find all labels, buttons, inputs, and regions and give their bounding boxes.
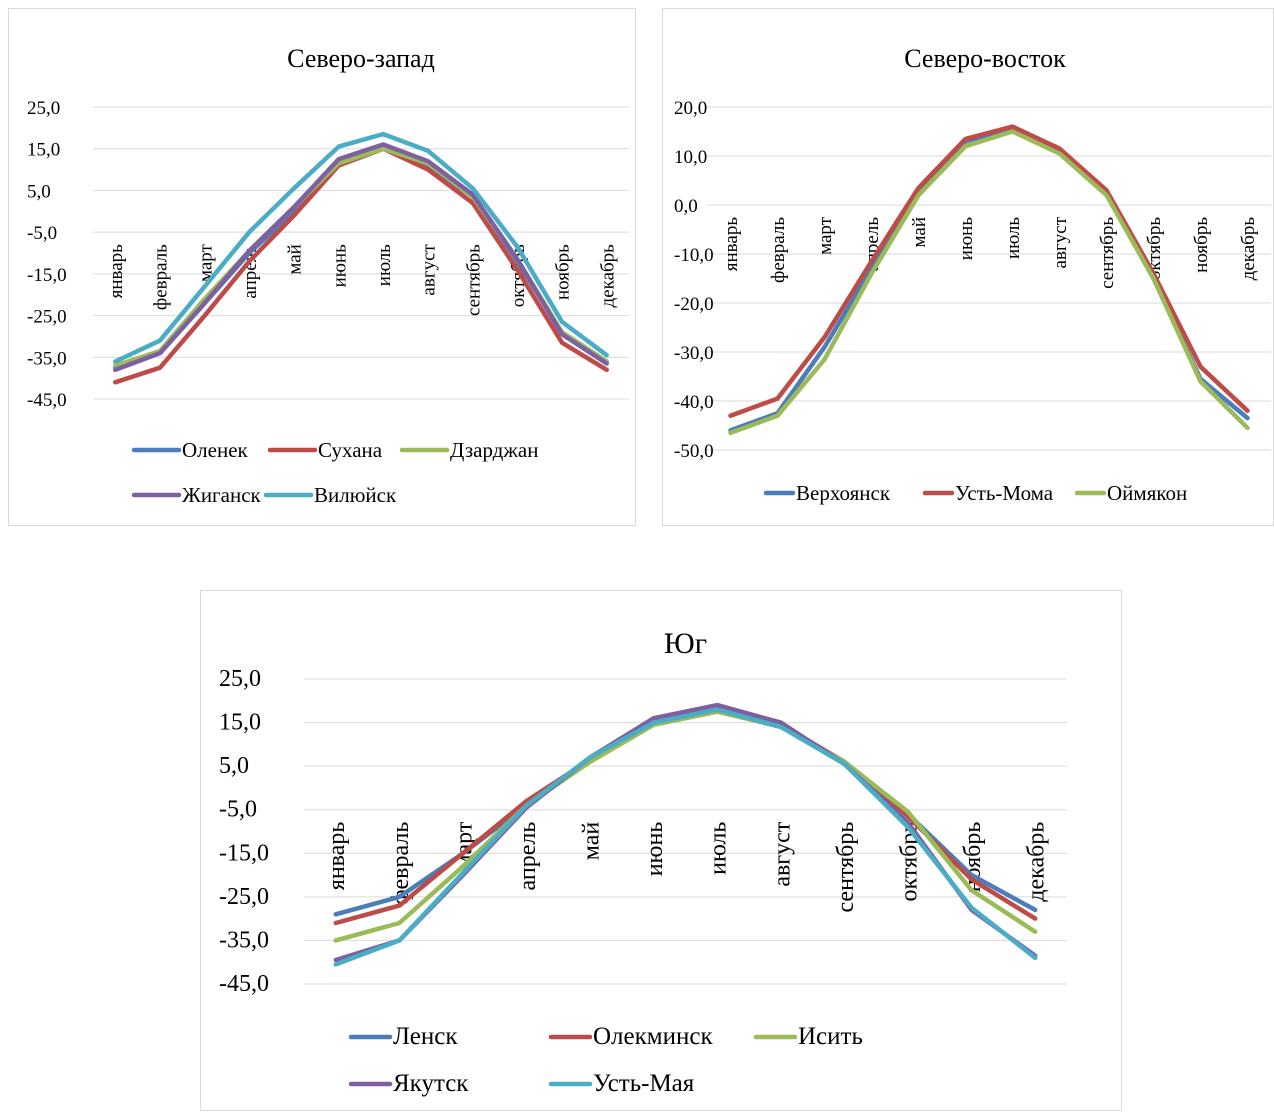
chart-svg: Северо-восток 20,0 10,0 0,0 -10,0 -20,0 -30,0 -… (674, 44, 1271, 505)
x-tick-label: май (285, 244, 306, 275)
x-tick-label: апрель (515, 822, 541, 891)
x-tick-label: ноябрь (553, 244, 574, 300)
y-tick-label: -35,0 (27, 348, 67, 369)
x-tick-label: февраль (768, 217, 789, 283)
x-tick-label: ноябрь (1191, 217, 1212, 273)
legend-label: Жиганск (182, 483, 262, 507)
series-line (333, 707, 1038, 926)
y-tick-label: 25,0 (27, 98, 60, 119)
x-tick-label: сентябрь (833, 822, 859, 913)
x-tick-label: декабрь (597, 244, 618, 308)
x-tick-label: август (769, 821, 795, 886)
y-tick-label: 0,0 (674, 196, 698, 217)
legend-label: Оймякон (1107, 481, 1187, 505)
y-tick-label: -15,0 (219, 840, 269, 866)
x-tick-label: июль (1003, 217, 1024, 259)
y-tick-label: 15,0 (27, 140, 60, 161)
y-tick-label: -25,0 (219, 884, 269, 910)
series-line (728, 129, 1250, 436)
legend-label: Усть-Мая (593, 1070, 695, 1097)
y-tick-label: 20,0 (674, 98, 707, 119)
y-tick-label: -30,0 (674, 343, 714, 364)
chart-svg: Северо-запад 25,0 15,0 5,0 -5,0 -15,0 -25,0 -35… (27, 44, 629, 507)
chart-title: Юг (664, 627, 707, 660)
x-tick-label: февраль (151, 244, 172, 310)
legend-label: Олекминск (593, 1023, 713, 1050)
legend-label: Верхоянск (796, 481, 891, 505)
x-tick-label: август (1050, 216, 1071, 268)
x-tick-label: декабрь (1238, 217, 1259, 281)
x-tick-label: июнь (642, 822, 668, 877)
x-tick-label: январь (106, 244, 127, 299)
y-tick-label: -5,0 (219, 797, 257, 823)
chart-south: Юг 25,0 15,0 5,0 -5,0 -15,0 -25,0 -35,0 -45,0 янв… (200, 590, 1122, 1111)
series-line (728, 126, 1250, 433)
y-tick-label: -40,0 (674, 392, 714, 413)
x-tick-label: март (815, 216, 836, 255)
legend-label: Усть-Мома (955, 481, 1054, 505)
x-tick-label: май (579, 822, 605, 861)
y-tick-label: -25,0 (27, 307, 67, 328)
x-tick-label: июль (374, 244, 395, 286)
legend-label: Оленек (182, 438, 249, 462)
y-tick-label: -45,0 (219, 971, 269, 997)
series-line (113, 131, 609, 364)
x-tick-label: июнь (956, 217, 977, 261)
y-tick-label: 25,0 (219, 666, 261, 692)
legend-label: Якутск (393, 1070, 469, 1097)
series-line (728, 124, 1250, 418)
chart-svg: Юг 25,0 15,0 5,0 -5,0 -15,0 -25,0 -35,0 -45,0 янв… (219, 627, 1067, 1097)
x-tick-label: сентябрь (463, 244, 484, 316)
y-tick-label: -45,0 (27, 390, 67, 411)
legend-label: Исить (798, 1023, 863, 1050)
x-tick-label: январь (721, 217, 742, 272)
x-tick-label: март (195, 243, 216, 282)
series-line (333, 709, 1038, 943)
y-tick-label: -20,0 (674, 294, 714, 315)
x-tick-label: сентябрь (1097, 217, 1118, 289)
legend-label: Ленск (393, 1023, 458, 1050)
legend-label: Дзарджан (450, 438, 538, 462)
x-tick-label: май (909, 217, 930, 248)
chart-title: Северо-запад (287, 44, 435, 73)
y-tick-label: -35,0 (219, 927, 269, 953)
y-tick-label: 5,0 (27, 181, 51, 202)
x-tick-label: июнь (329, 244, 350, 288)
series-line (113, 142, 609, 373)
legend-label: Вилюйск (314, 483, 397, 507)
x-tick-label: февраль (388, 822, 414, 905)
chart-north-west: Северо-запад 25,0 15,0 5,0 -5,0 -15,0 -25,0 -35… (8, 8, 636, 526)
chart-title: Северо-восток (904, 44, 1066, 73)
y-tick-label: -15,0 (27, 265, 67, 286)
y-tick-label: 15,0 (219, 710, 261, 736)
x-tick-label: июль (706, 822, 732, 875)
y-tick-label: -50,0 (674, 441, 714, 462)
y-tick-label: -10,0 (674, 245, 714, 266)
chart-north-east: Северо-восток 20,0 10,0 0,0 -10,0 -20,0 -30,0 -… (662, 8, 1274, 526)
x-tick-label: январь (324, 822, 350, 891)
legend-label: Сухана (318, 438, 383, 462)
series-line (113, 146, 609, 385)
y-tick-label: -5,0 (27, 223, 57, 244)
series-line (333, 707, 1038, 967)
y-tick-label: 5,0 (219, 753, 249, 779)
y-tick-label: 10,0 (674, 147, 707, 168)
x-tick-label: август (419, 243, 440, 295)
x-tick-label: декабрь (1024, 822, 1050, 902)
